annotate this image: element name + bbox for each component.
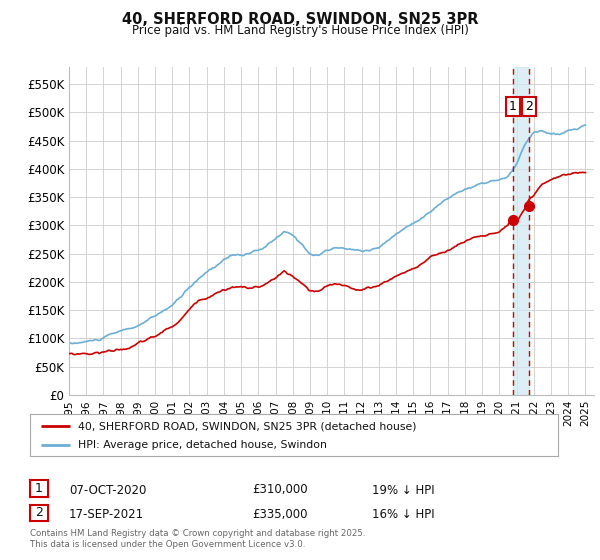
Text: 2: 2 [525,100,533,113]
Text: Contains HM Land Registry data © Crown copyright and database right 2025.
This d: Contains HM Land Registry data © Crown c… [30,529,365,549]
Bar [512,67,529,395]
Text: 19% ↓ HPI: 19% ↓ HPI [372,483,434,497]
Text: £335,000: £335,000 [252,507,308,521]
Text: 17-SEP-2021: 17-SEP-2021 [69,507,144,521]
Text: £310,000: £310,000 [252,483,308,497]
Text: 07-OCT-2020: 07-OCT-2020 [69,483,146,497]
Text: 1: 1 [509,100,517,113]
Text: 40, SHERFORD ROAD, SWINDON, SN25 3PR: 40, SHERFORD ROAD, SWINDON, SN25 3PR [122,12,478,27]
Text: 1: 1 [35,482,43,496]
Text: 2: 2 [35,506,43,520]
Text: HPI: Average price, detached house, Swindon: HPI: Average price, detached house, Swin… [77,440,326,450]
Text: 16% ↓ HPI: 16% ↓ HPI [372,507,434,521]
Text: Price paid vs. HM Land Registry's House Price Index (HPI): Price paid vs. HM Land Registry's House … [131,24,469,36]
Text: 40, SHERFORD ROAD, SWINDON, SN25 3PR (detached house): 40, SHERFORD ROAD, SWINDON, SN25 3PR (de… [77,421,416,431]
